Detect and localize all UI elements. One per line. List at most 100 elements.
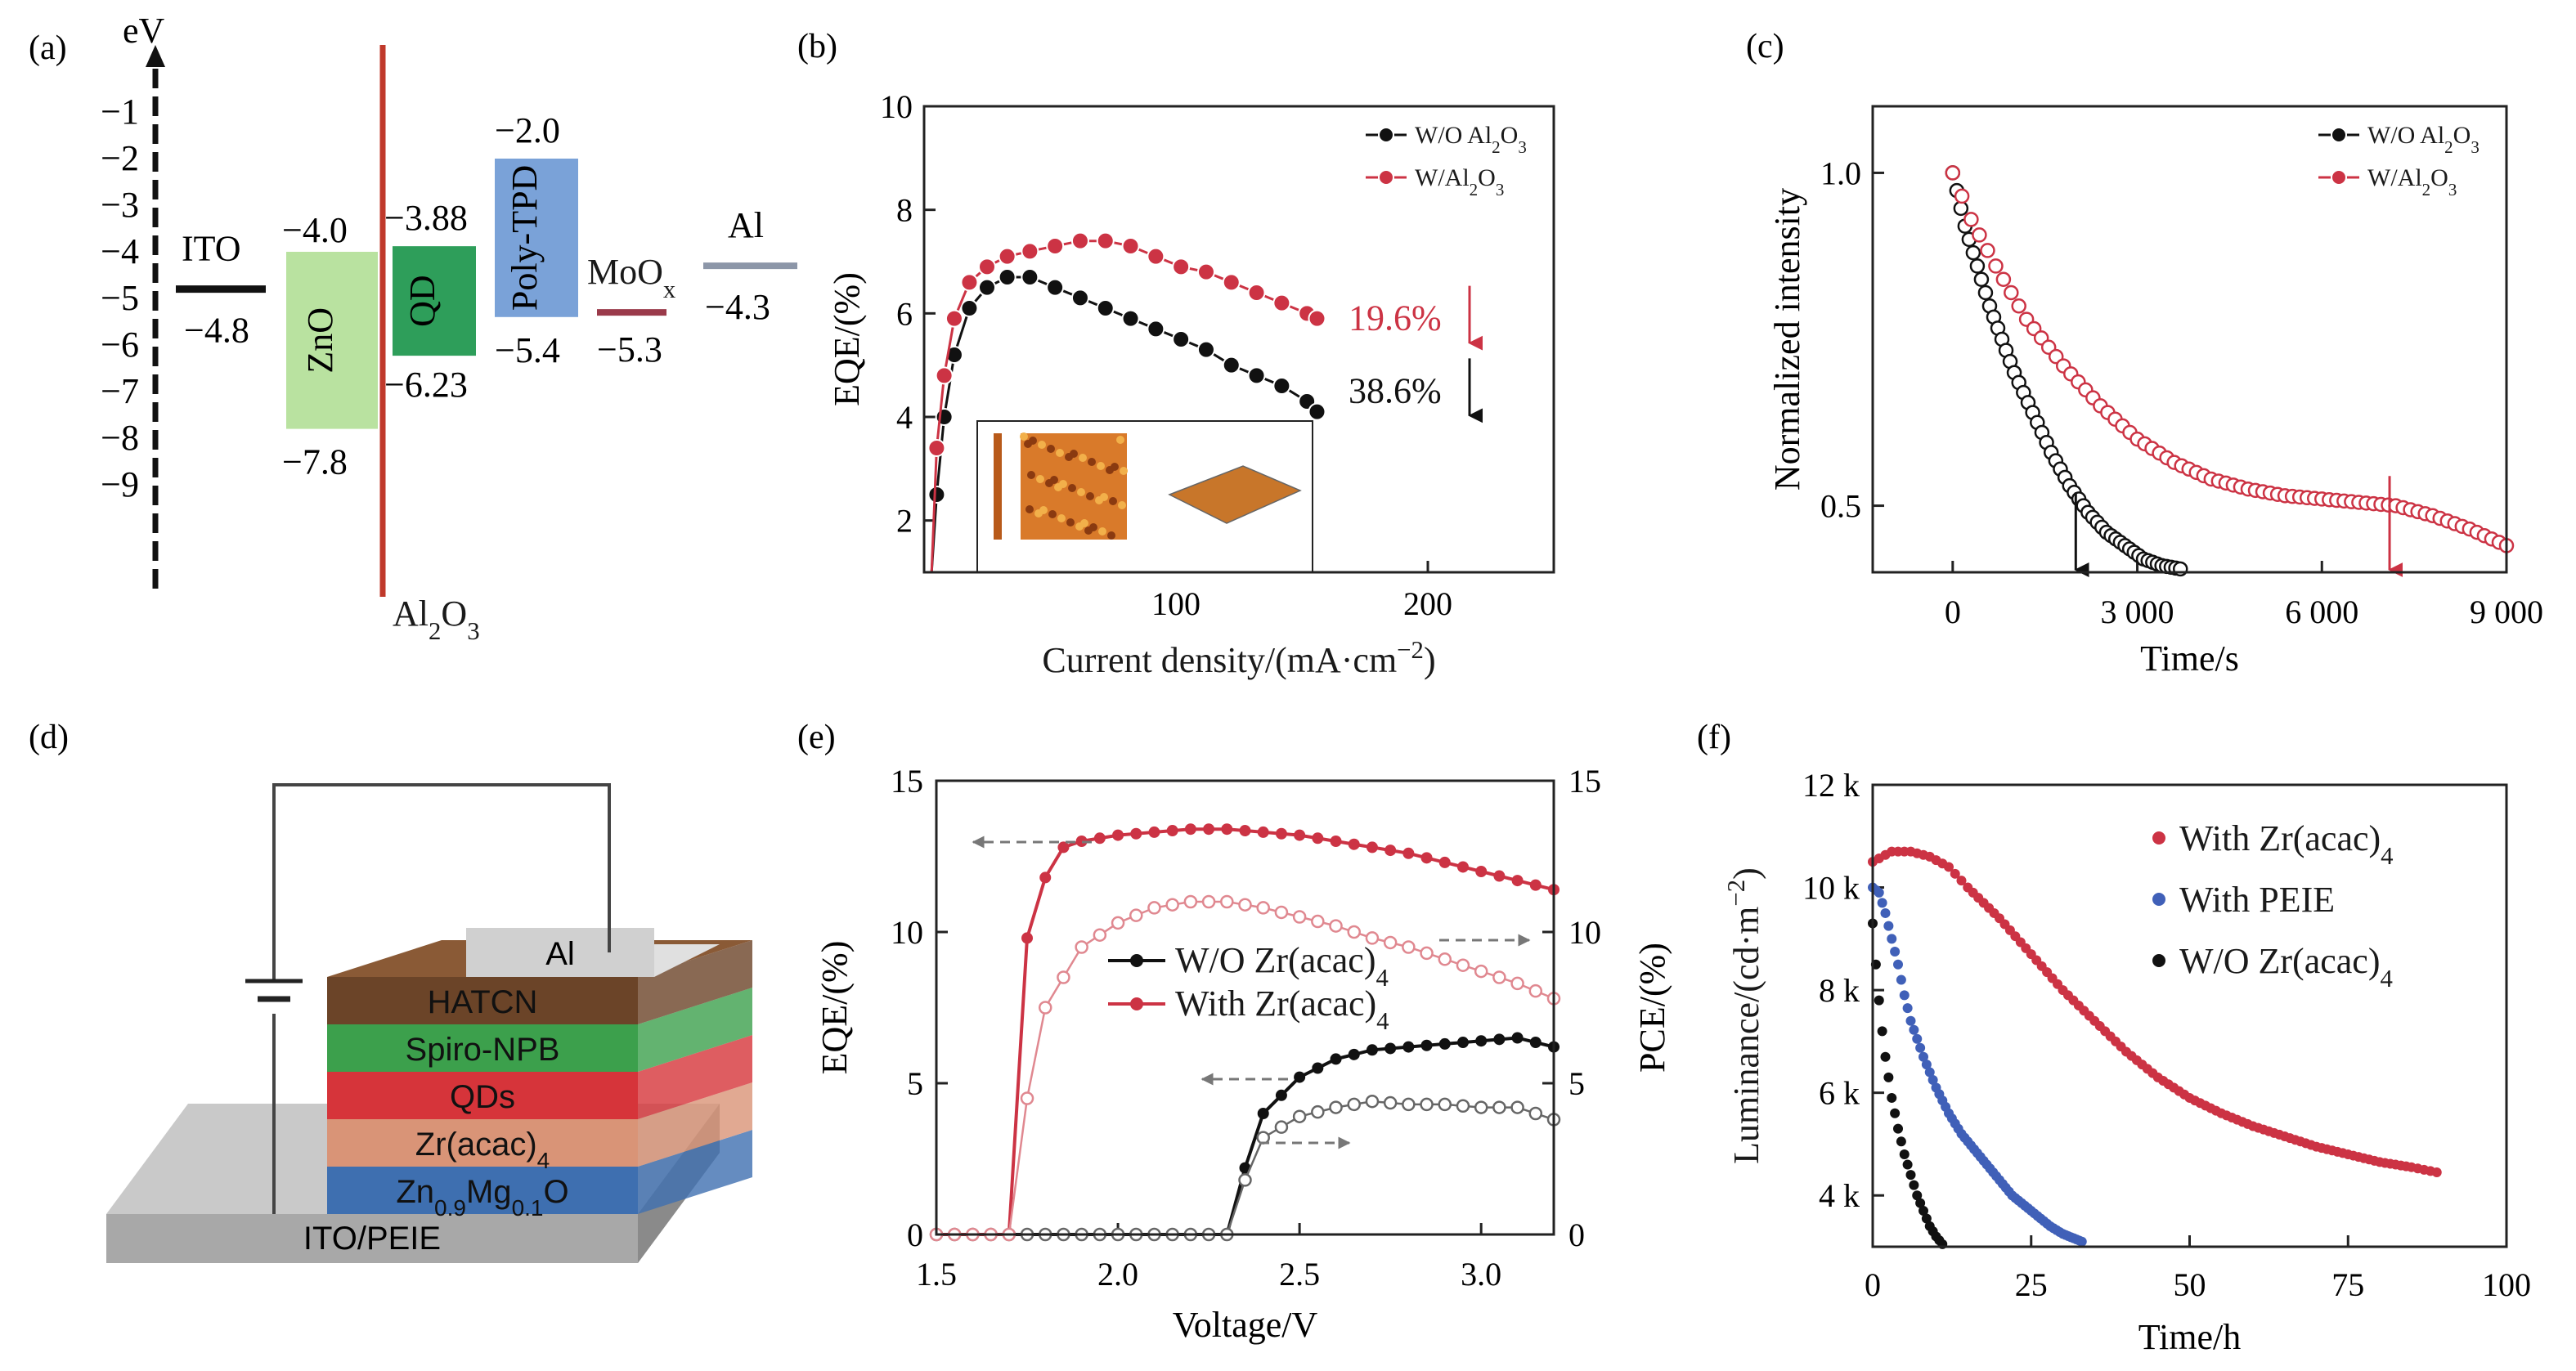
data-point	[1511, 1032, 1524, 1044]
data-point	[1365, 931, 1380, 945]
data-point	[1256, 901, 1270, 915]
legend-marker	[1378, 169, 1394, 186]
legend-marker	[1378, 127, 1394, 143]
data-point	[1529, 1037, 1542, 1049]
qd-label: QD	[402, 275, 442, 327]
data-point	[1257, 826, 1269, 838]
layer-label-0: Zn0.9Mg0.1O	[396, 1174, 568, 1221]
legend-entry-part: 3	[1496, 180, 1505, 199]
layer-label-4-part: HATCN	[428, 984, 538, 1020]
data-point	[1096, 299, 1115, 317]
inset-afm-speck	[1034, 509, 1043, 517]
layer-label-1-part: Zr(acac)	[415, 1127, 537, 1163]
data-point	[1912, 1190, 1923, 1201]
data-point	[1475, 866, 1488, 877]
data-point	[1020, 1091, 1034, 1105]
layer-label-2: QDs	[450, 1079, 515, 1115]
y-tick-label: 12 k	[1802, 767, 1860, 804]
data-point	[1311, 1104, 1325, 1119]
data-point	[1111, 916, 1125, 930]
data-point	[1510, 976, 1524, 991]
inset-afm-speck	[1065, 453, 1073, 461]
legend-marker	[1130, 954, 1143, 967]
data-point	[1057, 970, 1070, 984]
data-point	[1070, 289, 1089, 307]
inset-afm-speck	[1107, 531, 1115, 540]
legend-entry-part: O	[2453, 122, 2471, 149]
x-axis-label-part: −2	[1397, 636, 1424, 664]
data-point	[1980, 243, 1995, 258]
y-tick-label: 4 k	[1819, 1177, 1860, 1214]
data-point	[1196, 262, 1215, 281]
data-point	[1909, 1024, 1919, 1035]
energy-tick-label: −9	[101, 464, 139, 504]
inset-afm-speck	[1118, 501, 1126, 509]
moox-label-part: MoO	[587, 252, 663, 292]
data-point	[1201, 894, 1216, 909]
legend-entry: W/O Zr(acac)4	[1175, 940, 1389, 992]
plot-f-frame	[1871, 783, 2508, 1248]
data-point	[1275, 827, 1287, 840]
panel-f-luminance-chart: (f) 0 25 50 75 100 4 k 6 k 8 k 10 k 12 k Time/h Lumi…	[1697, 719, 2531, 1357]
legend-entry: W/Al2O3	[2367, 164, 2457, 199]
y-tick-label: 2	[896, 503, 913, 540]
data-point	[1928, 1074, 1938, 1085]
panel-c-intensity-chart: (c) 0 3 000 6 000 9 000 0.5 1.0 Time/s Normalize…	[1746, 28, 2543, 679]
data-point	[1272, 293, 1291, 312]
unit-label: eV	[123, 11, 165, 51]
data-point	[1196, 340, 1215, 359]
data-point	[1147, 901, 1161, 915]
panel-b-eqe-chart: (b) 100 200 2 4 6 8 10 Current density/(mA·cm−2)…	[797, 28, 1555, 680]
y-tick-label: 6	[896, 295, 913, 332]
data-point	[1438, 1037, 1451, 1050]
data-point	[1294, 829, 1306, 841]
inset-afm-speck	[1024, 440, 1032, 448]
data-point	[1420, 1039, 1433, 1051]
panel-label-a: (a)	[29, 29, 67, 67]
legend-marker	[2152, 893, 2165, 906]
data-point	[1348, 1048, 1360, 1060]
legend-entry-part: W/O Al	[2367, 122, 2444, 149]
x-tick-label: 25	[2015, 1266, 2048, 1303]
y2-tick-label: 15	[1568, 763, 1601, 800]
inset-afm-speck	[1027, 471, 1035, 479]
energy-tick-label: −6	[101, 325, 139, 365]
data-point	[1956, 876, 1967, 886]
x-axis-label: Voltage/V	[1173, 1305, 1318, 1345]
data-point	[1969, 258, 1986, 274]
legend-marker	[2152, 954, 2165, 967]
data-point	[1402, 1097, 1416, 1112]
layer-label-0-part: 0.1	[512, 1195, 544, 1221]
data-point	[1292, 1109, 1307, 1123]
data-point	[1877, 1026, 1887, 1037]
data-point	[1890, 1108, 1901, 1118]
x-tick-label: 100	[1151, 585, 1200, 622]
data-point	[1075, 940, 1088, 954]
data-point	[1294, 1071, 1306, 1083]
plot-e-frame	[935, 779, 1555, 1236]
data-point	[1890, 947, 1901, 957]
x-tick-label: 200	[1403, 585, 1452, 622]
data-point	[1366, 841, 1378, 854]
al2o3-label: Al2O3	[393, 594, 480, 645]
data-point	[960, 273, 979, 292]
panel-e-eqe-pce-chart: (e) 1.5 2.0 2.5 3.0 0 0 5 5 10 10 15 15 Voltage/V EQE/…	[797, 719, 1672, 1345]
y-tick-label: 10	[891, 914, 923, 951]
data-point	[1529, 879, 1542, 891]
data-point	[1222, 273, 1241, 292]
data-point	[1348, 838, 1360, 850]
y-tick-label: 0	[907, 1216, 923, 1253]
data-point	[927, 439, 946, 457]
layer-front	[327, 977, 638, 1024]
data-point	[1899, 990, 1910, 1001]
inset-afm-speck	[1084, 526, 1093, 535]
inset-afm-speck	[1120, 467, 1128, 475]
y-tick-label: 8 k	[1819, 972, 1860, 1009]
qd-lower: −6.23	[384, 365, 468, 405]
data-point	[1493, 1033, 1506, 1046]
data-point	[1292, 910, 1307, 924]
data-point	[1272, 377, 1291, 395]
layer-label-3-part: Spiro-NPB	[406, 1032, 560, 1068]
y-tick-label: 6 k	[1819, 1075, 1860, 1112]
